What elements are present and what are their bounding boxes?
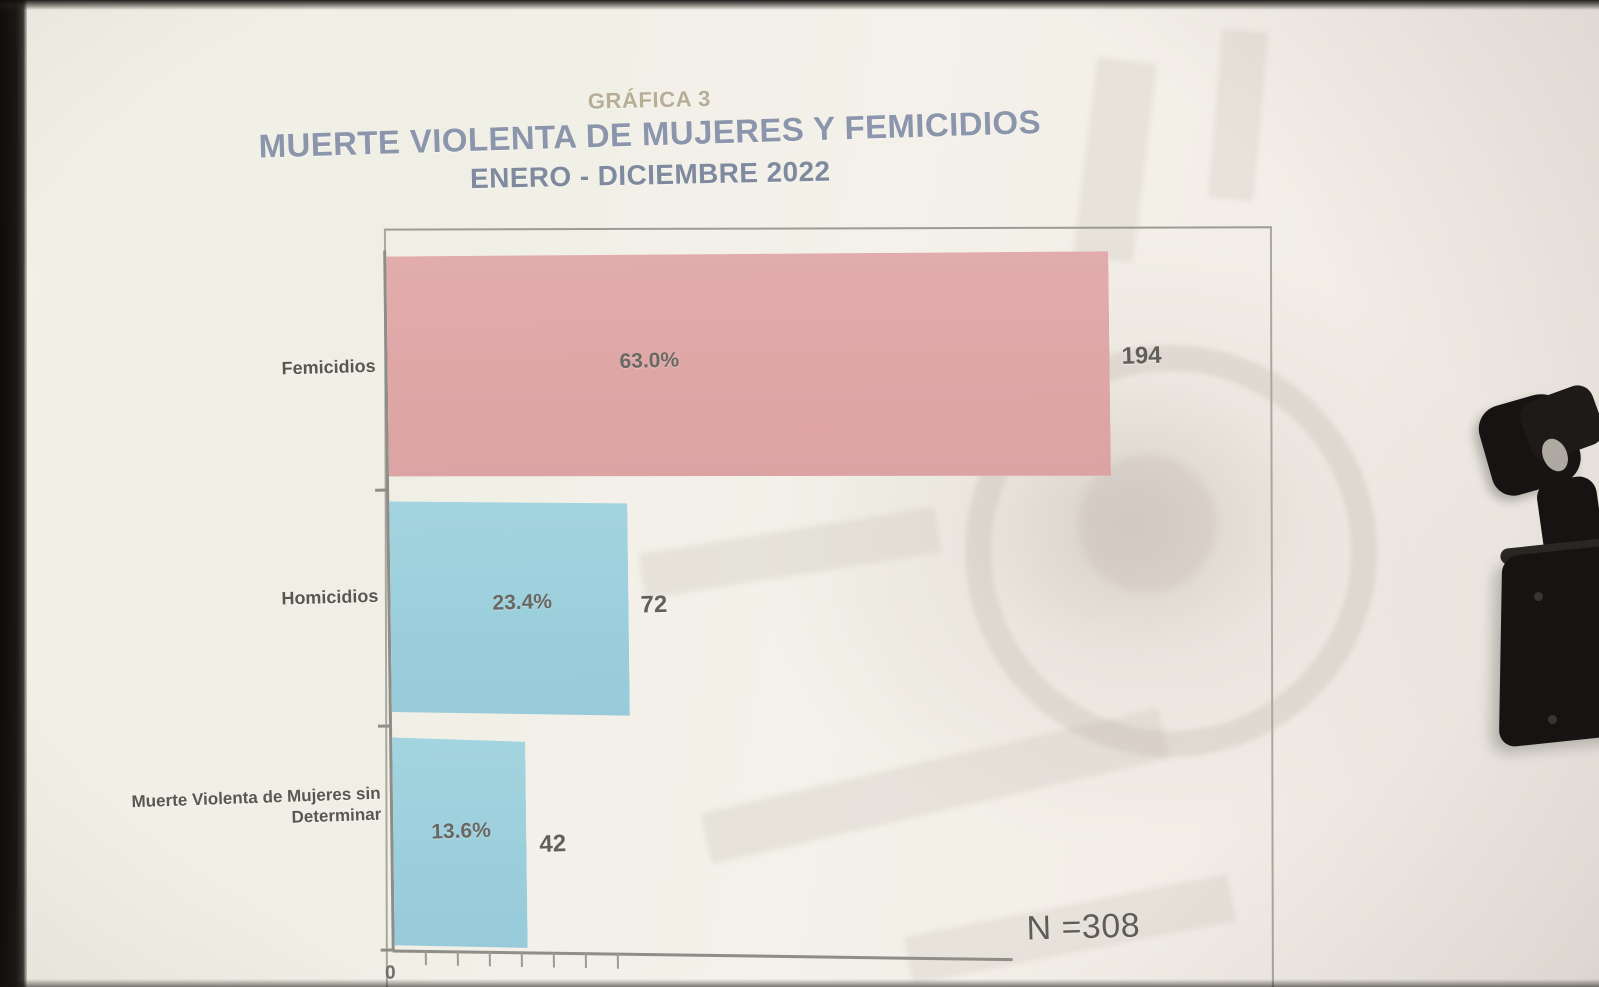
value-label-sin-determinar: 42 (539, 830, 567, 858)
percent-label-sin-determinar: 13.6% (430, 818, 492, 844)
bar-femicidios (386, 248, 1111, 485)
y-axis-tick (377, 724, 392, 728)
x-axis-tick (488, 951, 491, 967)
x-axis-tick (520, 951, 523, 967)
category-label-sin-determinar: Muerte Violenta de Mujeres sin Determina… (131, 783, 382, 827)
x-axis-tick (456, 950, 459, 966)
watermark-pupil-icon (1078, 455, 1216, 593)
x-axis-tick (424, 950, 427, 966)
screen-edge-top (0, 0, 1599, 10)
camera-screw-icon (1534, 592, 1543, 601)
x-axis-tick (616, 953, 619, 969)
total-count-label: N =308 (1025, 906, 1141, 948)
x-axis-tick (584, 953, 587, 969)
screen-edge-bottom (0, 979, 1599, 987)
category-label-homicidios: Homicidios (281, 585, 379, 609)
y-axis-tick (375, 488, 389, 492)
value-label-femicidios: 194 (1121, 341, 1162, 370)
x-axis-tick (552, 952, 555, 968)
percent-label-femicidios: 63.0% (619, 348, 680, 374)
screen-edge-left (0, 0, 27, 987)
chart-title-block: GRÁFICA 3 MUERTE VIOLENTA DE MUJERES Y F… (144, 81, 1155, 197)
category-label-femicidios: Femicidios (281, 355, 376, 379)
value-label-homicidios: 72 (640, 590, 668, 619)
percent-label-homicidios: 23.4% (492, 590, 553, 615)
camera-screw-icon (1548, 715, 1557, 724)
